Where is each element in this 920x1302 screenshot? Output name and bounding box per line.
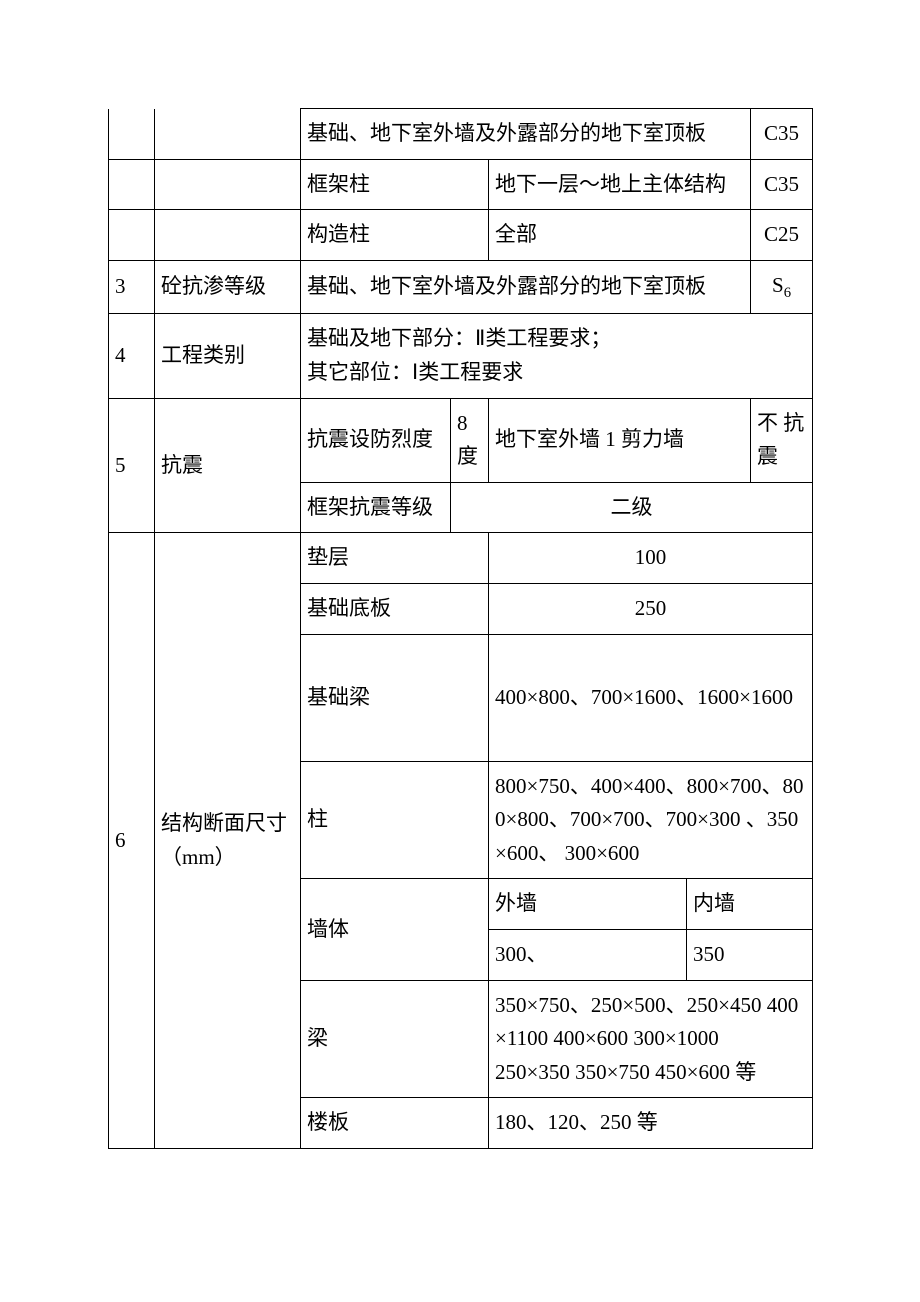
table-row: 构造柱 全部 C25 (109, 210, 813, 261)
cell-b: 800×750、400×400、800×700、800×800、700×700、… (489, 761, 813, 879)
cell-b: 二级 (451, 482, 813, 533)
cell-c: 地下室外墙 1 剪力墙 (489, 398, 751, 482)
cell-val: C35 (751, 109, 813, 160)
cell-d: 不 抗震 (751, 398, 813, 482)
cell-no: 5 (109, 398, 155, 533)
table-row: 4 工程类别 基础及地下部分：Ⅱ类工程要求； 其它部位：Ⅰ类工程要求 (109, 314, 813, 398)
cell-b: 外墙 (489, 879, 687, 930)
cell-b: 300、 (489, 930, 687, 981)
cell-a: 基础底板 (301, 584, 489, 635)
cell-b: 180、120、250 等 (489, 1098, 813, 1149)
cell-b: 8度 (451, 398, 489, 482)
cell-no: 6 (109, 533, 155, 1149)
cell-a: 墙体 (301, 879, 489, 980)
cell-no (109, 159, 155, 210)
cell-b: 地下一层～地上主体结构 (489, 159, 751, 210)
cell-b: 400×800、700×1600、1600×1600 (489, 634, 813, 761)
table-row: 3 砼抗渗等级 基础、地下室外墙及外露部分的地下室顶板 S6 (109, 260, 813, 314)
table-row: 6 结构断面尺寸（mm） 垫层 100 (109, 533, 813, 584)
cell-val: S6 (751, 260, 813, 314)
cell-label: 结构断面尺寸（mm） (155, 533, 301, 1149)
cell-a: 楼板 (301, 1098, 489, 1149)
cell-label: 工程类别 (155, 314, 301, 398)
cell-a: 垫层 (301, 533, 489, 584)
cell-no (109, 210, 155, 261)
cell-label (155, 109, 301, 160)
cell-c: 内墙 (687, 879, 813, 930)
cell-desc: 基础、地下室外墙及外露部分的地下室顶板 (301, 109, 751, 160)
cell-b: 100 (489, 533, 813, 584)
table-row: 基础、地下室外墙及外露部分的地下室顶板 C35 (109, 109, 813, 160)
cell-label: 砼抗渗等级 (155, 260, 301, 314)
cell-label (155, 210, 301, 261)
cell-a: 基础梁 (301, 634, 489, 761)
cell-label: 抗震 (155, 398, 301, 533)
cell-a: 框架柱 (301, 159, 489, 210)
cell-b: 全部 (489, 210, 751, 261)
table-row: 5 抗震 抗震设防烈度 8度 地下室外墙 1 剪力墙 不 抗震 (109, 398, 813, 482)
cell-b: 250 (489, 584, 813, 635)
cell-c: 350 (687, 930, 813, 981)
table-row: 框架柱 地下一层～地上主体结构 C35 (109, 159, 813, 210)
cell-label (155, 159, 301, 210)
document-page: 基础、地下室外墙及外露部分的地下室顶板 C35 框架柱 地下一层～地上主体结构 … (0, 0, 920, 1149)
spec-table: 基础、地下室外墙及外露部分的地下室顶板 C35 框架柱 地下一层～地上主体结构 … (108, 108, 813, 1149)
cell-a: 抗震设防烈度 (301, 398, 451, 482)
cell-no: 3 (109, 260, 155, 314)
cell-desc: 基础及地下部分：Ⅱ类工程要求； 其它部位：Ⅰ类工程要求 (301, 314, 813, 398)
val-sub: 6 (784, 285, 791, 301)
cell-a: 柱 (301, 761, 489, 879)
cell-no (109, 109, 155, 160)
cell-a: 构造柱 (301, 210, 489, 261)
val-base: S (772, 273, 784, 297)
cell-a: 框架抗震等级 (301, 482, 451, 533)
cell-val: C35 (751, 159, 813, 210)
cell-no: 4 (109, 314, 155, 398)
cell-a: 梁 (301, 980, 489, 1098)
cell-desc: 基础、地下室外墙及外露部分的地下室顶板 (301, 260, 751, 314)
cell-val: C25 (751, 210, 813, 261)
cell-b: 350×750、250×500、250×450 400×1100 400×600… (489, 980, 813, 1098)
